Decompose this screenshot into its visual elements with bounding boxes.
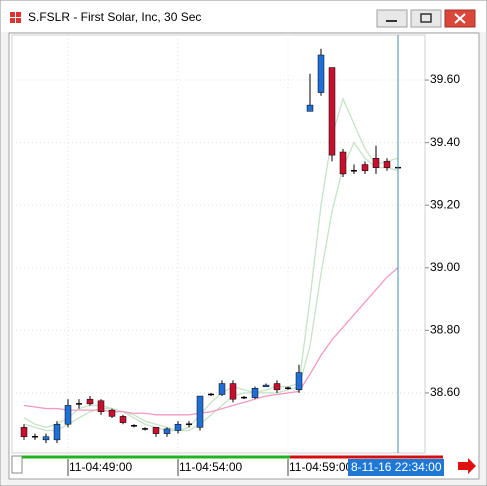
plot-area: [11, 34, 426, 454]
window-title: S.FSLR - First Solar, Inc, 30 Sec: [28, 10, 201, 24]
scroll-box[interactable]: [11, 455, 23, 474]
candle-body: [317, 54, 325, 93]
candle-body: [20, 427, 28, 437]
candle-body: [273, 383, 281, 391]
candle-body: [306, 104, 314, 112]
moving-average-line: [23, 96, 399, 432]
candle-body: [383, 161, 391, 168]
scroll-arrow[interactable]: [458, 458, 476, 474]
candle-body: [119, 416, 127, 423]
candle-body: [295, 372, 303, 391]
candle-body: [152, 427, 160, 434]
candle-body: [108, 409, 116, 417]
minimize-button[interactable]: [376, 9, 408, 28]
candle-body: [53, 423, 61, 441]
y-tick-label: 39.00: [430, 260, 460, 274]
candle-body: [339, 151, 347, 175]
cursor-label: 8-11-16 22:34:00: [351, 460, 442, 474]
y-tick-label: 39.60: [430, 72, 460, 86]
candle-body: [372, 158, 380, 168]
candle-body: [174, 423, 182, 431]
x-tick-label: 11-04:54:00: [179, 460, 242, 474]
candle-body: [218, 383, 226, 395]
x-tick-label: 11-04:49:00: [69, 460, 132, 474]
maximize-button[interactable]: [410, 9, 442, 28]
candle-body: [328, 67, 336, 156]
candle-body: [64, 405, 72, 425]
candle-body: [42, 436, 50, 441]
candle-body: [229, 383, 237, 400]
y-tick-label: 38.60: [430, 385, 460, 399]
candle-body: [196, 395, 204, 428]
candle-body: [163, 428, 171, 434]
moving-average-line: [23, 267, 399, 416]
candle-body: [86, 398, 94, 405]
y-tick-label: 38.80: [430, 323, 460, 337]
app-icon: [10, 12, 21, 23]
candle-body: [361, 164, 369, 172]
candle-body: [251, 387, 259, 398]
candle-body: [262, 384, 270, 387]
y-tick-label: 39.40: [430, 135, 460, 149]
close-button[interactable]: [444, 9, 476, 28]
candle-body: [97, 400, 105, 412]
moving-average-line: [23, 141, 399, 432]
cursor-label-bg: [348, 459, 444, 476]
y-tick-label: 39.20: [430, 197, 460, 211]
x-tick-label: 11-04:59:00: [289, 460, 352, 474]
